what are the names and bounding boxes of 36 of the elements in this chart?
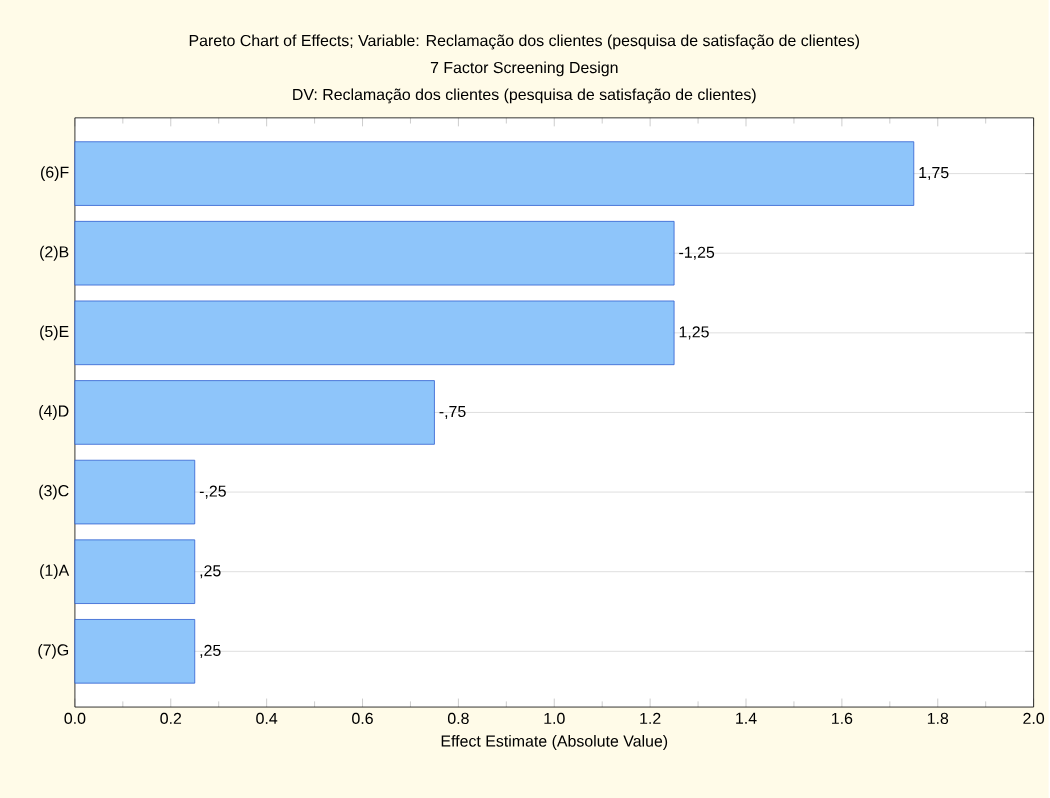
x-tick-label: 1.2 xyxy=(640,712,661,724)
y-tick-label: (5)E xyxy=(40,325,69,341)
chart-title: Pareto Chart of Effects; Variable: Reclamação dos clientes (pesquisa de satisfação de clientes) xyxy=(189,34,860,50)
y-tick-label: (7)G xyxy=(38,643,69,659)
bar xyxy=(74,141,915,206)
chart-subtitle: 7 Factor Screening Design xyxy=(430,61,618,77)
y-tick-label: (3)C xyxy=(39,484,69,500)
bar xyxy=(74,619,196,684)
x-tick-label: 0.8 xyxy=(447,712,469,725)
x-tick-label: 0.6 xyxy=(352,712,373,725)
y-tick-label: (4)D xyxy=(39,405,69,420)
x-tick-label: 1.0 xyxy=(544,712,565,725)
annotation: ,25 xyxy=(200,644,221,658)
x-tick-label: 1.6 xyxy=(832,712,853,725)
y-tick-label: (1)A xyxy=(40,564,70,580)
bar xyxy=(74,380,435,445)
x-tick-label: 0.2 xyxy=(160,712,182,725)
x-tick-label: 0.4 xyxy=(256,712,278,725)
x-tick-label: 2.0 xyxy=(1023,712,1045,725)
annotation: 1,75 xyxy=(919,167,949,181)
annotation: -,75 xyxy=(439,405,466,419)
annotation: -,25 xyxy=(199,485,226,499)
y-tick-label: (6)F xyxy=(41,166,69,182)
y-tick-label: (2)B xyxy=(40,245,69,261)
annotation: 1,25 xyxy=(679,326,709,340)
x-axis-title: Effect Estimate (Absolute Value) xyxy=(441,735,668,750)
text: DV: Reclamação dos clientes (pesquisa de satisfação de clientes) xyxy=(293,88,756,104)
x-tick-label: 1.8 xyxy=(927,712,949,725)
annotation: -1,25 xyxy=(679,246,715,260)
x-tick-label: 1.4 xyxy=(736,712,757,724)
bar xyxy=(74,459,196,525)
x-tick-label: 0.0 xyxy=(64,712,86,725)
bar xyxy=(74,539,196,604)
bar xyxy=(74,300,675,366)
annotation: ,25 xyxy=(200,565,221,579)
bar xyxy=(74,221,675,286)
